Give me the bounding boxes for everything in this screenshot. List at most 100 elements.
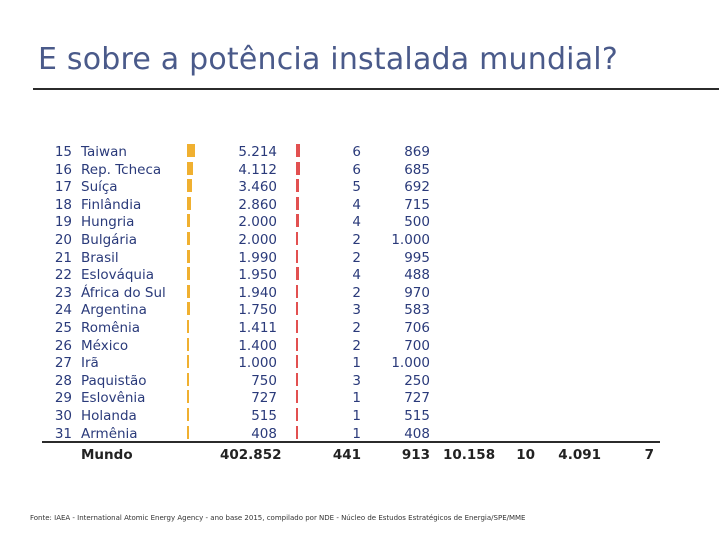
units-share-bar [296,302,298,316]
capacity-share-bar [187,319,189,333]
units-share-bar [296,161,300,175]
country-cell: África do Sul [81,284,166,301]
country-cell: Eslovênia [81,390,146,407]
rank-cell: 24 [54,302,72,319]
country-cell: México [81,337,129,354]
capacity-cell: 750 [251,372,277,389]
rank-cell: 28 [54,372,72,389]
country-cell: Rep. Tcheca [81,161,162,178]
units-share-bar [296,337,298,351]
table-row: 18 Finlândia 2.860 4 715 [40,196,666,215]
country-cell: Suíça [81,179,118,196]
units-share-bar [296,214,299,228]
rank-cell: 26 [54,337,72,354]
capacity-share-bar [187,179,192,193]
total-extra-4: 7 [644,447,654,464]
rank-cell: 22 [54,267,72,284]
source-footnote: Fonte: IAEA - International Atomic Energ… [30,514,526,522]
average-cell: 727 [404,390,430,407]
capacity-share-bar [187,144,195,157]
capacity-share-bar [187,214,190,228]
capacity-share-bar [187,355,189,369]
table-row: 22 Eslováquia 1.950 4 488 [40,267,666,285]
capacity-cell: 5.214 [238,144,277,160]
total-divider [42,441,660,443]
total-avg: 913 [401,447,430,464]
units-cell: 3 [352,372,361,389]
rank-cell: 16 [54,161,72,178]
units-share-bar [296,231,298,245]
country-cell: Irã [81,355,99,372]
units-cell: 2 [352,284,361,301]
capacity-cell: 1.750 [238,302,277,319]
units-cell: 1 [352,390,361,407]
country-cell: Hungria [81,214,135,231]
units-share-bar [296,267,299,281]
units-cell: 6 [352,144,361,160]
capacity-share-bar [187,337,189,351]
country-cell: Argentina [81,302,147,319]
capacity-share-bar [187,425,189,439]
units-cell: 1 [352,425,361,442]
rank-cell: 19 [54,214,72,231]
capacity-table: 15 Taiwan 5.214 6 869 16 Rep. Tcheca 4.112 6 685 1… [40,144,666,464]
units-share-bar [296,355,298,369]
capacity-cell: 1.400 [238,337,277,354]
units-cell: 1 [352,355,361,372]
title-divider [33,88,719,90]
rank-cell: 20 [54,231,72,248]
table-row: 30 Holanda 515 1 515 [40,407,666,426]
country-cell: Taiwan [81,144,127,160]
country-cell: Armênia [81,425,138,442]
country-cell: Eslováquia [81,267,154,284]
units-share-bar [296,284,298,298]
total-mwe: 402.852 [220,447,282,464]
units-cell: 1 [352,407,361,424]
total-extra-1: 10.158 [443,447,496,464]
capacity-share-bar [187,372,189,386]
total-extra-3: 4.091 [558,447,601,464]
country-cell: Brasil [81,249,119,266]
units-cell: 2 [352,319,361,336]
table-row: 27 Irã 1.000 1 1.000 [40,355,666,373]
units-cell: 5 [352,179,361,196]
capacity-cell: 1.940 [238,284,277,301]
table-row: 23 África do Sul 1.940 2 970 [40,284,666,303]
capacity-cell: 4.112 [238,161,277,178]
capacity-share-bar [187,161,193,175]
average-cell: 869 [404,144,430,160]
rank-cell: 21 [54,249,72,266]
table-row: 24 Argentina 1.750 3 583 [40,302,666,320]
units-cell: 2 [352,337,361,354]
capacity-share-bar [187,302,190,316]
average-cell: 995 [404,249,430,266]
table-row: 25 Romênia 1.411 2 706 [40,319,666,338]
capacity-cell: 515 [251,407,277,424]
capacity-share-bar [187,249,190,263]
capacity-cell: 1.990 [238,249,277,266]
average-cell: 1.000 [391,355,430,372]
capacity-cell: 2.860 [238,196,277,213]
rank-cell: 18 [54,196,72,213]
table-row: 31 Armênia 408 1 408 [40,425,666,444]
average-cell: 500 [404,214,430,231]
average-cell: 408 [404,425,430,442]
units-cell: 4 [352,196,361,213]
capacity-share-bar [187,231,190,245]
units-share-bar [296,179,299,193]
average-cell: 515 [404,407,430,424]
capacity-cell: 1.950 [238,267,277,284]
average-cell: 583 [404,302,430,319]
units-share-bar [296,319,298,333]
country-cell: Bulgária [81,231,137,248]
table-row: 15 Taiwan 5.214 6 869 [40,144,666,162]
table-row: 17 Suíça 3.460 5 692 [40,179,666,197]
table-row: 21 Brasil 1.990 2 995 [40,249,666,268]
units-cell: 4 [352,267,361,284]
capacity-cell: 727 [251,390,277,407]
country-cell: Holanda [81,407,137,424]
capacity-cell: 408 [251,425,277,442]
rank-cell: 29 [54,390,72,407]
units-share-bar [296,249,298,263]
units-cell: 3 [352,302,361,319]
